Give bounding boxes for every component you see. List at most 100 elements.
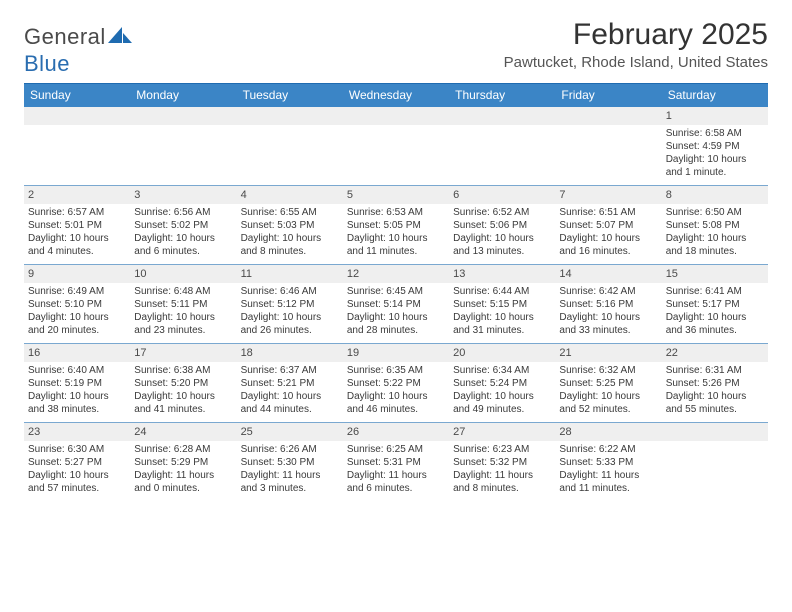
day-number: 16 [24,344,130,362]
day-cell: 14Sunrise: 6:42 AMSunset: 5:16 PMDayligh… [555,265,661,343]
day-info-line: Sunset: 5:15 PM [453,298,551,311]
day-number: 8 [662,186,768,204]
day-number: 2 [24,186,130,204]
day-cell: 13Sunrise: 6:44 AMSunset: 5:15 PMDayligh… [449,265,555,343]
day-body [343,127,449,131]
day-info-line: Daylight: 10 hours and 41 minutes. [134,390,232,416]
day-body [449,127,555,131]
day-number: 20 [449,344,555,362]
day-number: 19 [343,344,449,362]
day-info-line: Daylight: 10 hours and 11 minutes. [347,232,445,258]
day-of-week-cell: Saturday [662,84,768,107]
day-body: Sunrise: 6:41 AMSunset: 5:17 PMDaylight:… [662,285,768,341]
day-info-line: Daylight: 10 hours and 23 minutes. [134,311,232,337]
day-number: 28 [555,423,661,441]
day-info-line: Daylight: 10 hours and 52 minutes. [559,390,657,416]
day-info-line: Sunrise: 6:57 AM [28,206,126,219]
day-info-line: Sunrise: 6:58 AM [666,127,764,140]
day-info-line: Sunrise: 6:41 AM [666,285,764,298]
day-info-line: Daylight: 10 hours and 1 minute. [666,153,764,179]
day-body: Sunrise: 6:50 AMSunset: 5:08 PMDaylight:… [662,206,768,262]
title-block: February 2025 Pawtucket, Rhode Island, U… [504,18,768,71]
day-info-line: Sunrise: 6:45 AM [347,285,445,298]
day-info-line: Sunset: 5:24 PM [453,377,551,390]
day-info-line: Sunrise: 6:50 AM [666,206,764,219]
day-info-line: Sunset: 5:19 PM [28,377,126,390]
day-info-line: Sunrise: 6:51 AM [559,206,657,219]
day-cell: 12Sunrise: 6:45 AMSunset: 5:14 PMDayligh… [343,265,449,343]
day-info-line: Sunset: 5:21 PM [241,377,339,390]
day-info-line: Sunset: 5:10 PM [28,298,126,311]
day-info-line: Sunrise: 6:40 AM [28,364,126,377]
week-row: 9 Sunrise: 6:49 AMSunset: 5:10 PMDaylight… [24,265,768,344]
day-cell: 19Sunrise: 6:35 AMSunset: 5:22 PMDayligh… [343,344,449,422]
day-number [343,107,449,125]
day-number: 24 [130,423,236,441]
day-info-line: Sunset: 5:05 PM [347,219,445,232]
day-info-line: Sunset: 5:33 PM [559,456,657,469]
day-body: Sunrise: 6:49 AMSunset: 5:10 PMDaylight:… [24,285,130,341]
day-body [237,127,343,131]
day-number: 5 [343,186,449,204]
day-info-line: Daylight: 10 hours and 8 minutes. [241,232,339,258]
day-cell: 9 Sunrise: 6:49 AMSunset: 5:10 PMDaylight… [24,265,130,343]
day-info-line: Sunrise: 6:53 AM [347,206,445,219]
day-info-line: Daylight: 10 hours and 55 minutes. [666,390,764,416]
day-body: Sunrise: 6:40 AMSunset: 5:19 PMDaylight:… [24,364,130,420]
day-cell [237,107,343,185]
day-info-line: Sunset: 5:06 PM [453,219,551,232]
day-info-line: Daylight: 10 hours and 26 minutes. [241,311,339,337]
day-info-line: Sunset: 5:29 PM [134,456,232,469]
day-cell [449,107,555,185]
day-body: Sunrise: 6:42 AMSunset: 5:16 PMDaylight:… [555,285,661,341]
day-info-line: Daylight: 11 hours and 11 minutes. [559,469,657,495]
day-info-line: Sunrise: 6:23 AM [453,443,551,456]
day-number: 17 [130,344,236,362]
day-number: 15 [662,265,768,283]
day-number [130,107,236,125]
day-info-line: Sunset: 5:01 PM [28,219,126,232]
day-cell [24,107,130,185]
day-of-week-cell: Friday [555,84,661,107]
calendar: SundayMondayTuesdayWednesdayThursdayFrid… [24,83,768,501]
day-number: 7 [555,186,661,204]
day-body: Sunrise: 6:38 AMSunset: 5:20 PMDaylight:… [130,364,236,420]
day-info-line: Daylight: 10 hours and 36 minutes. [666,311,764,337]
day-info-line: Sunset: 5:31 PM [347,456,445,469]
day-cell: 2 Sunrise: 6:57 AMSunset: 5:01 PMDaylight… [24,186,130,264]
week-row: 1Sunrise: 6:58 AMSunset: 4:59 PMDaylight… [24,107,768,186]
logo-sail-icon [108,25,134,51]
day-info-line: Sunset: 5:30 PM [241,456,339,469]
day-info-line: Sunset: 5:26 PM [666,377,764,390]
day-cell: 1Sunrise: 6:58 AMSunset: 4:59 PMDaylight… [662,107,768,185]
day-info-line: Sunrise: 6:56 AM [134,206,232,219]
day-number: 27 [449,423,555,441]
day-of-week-cell: Sunday [24,84,130,107]
day-body: Sunrise: 6:51 AMSunset: 5:07 PMDaylight:… [555,206,661,262]
day-cell: 28Sunrise: 6:22 AMSunset: 5:33 PMDayligh… [555,423,661,501]
day-info-line: Daylight: 10 hours and 33 minutes. [559,311,657,337]
day-body: Sunrise: 6:31 AMSunset: 5:26 PMDaylight:… [662,364,768,420]
day-info-line: Daylight: 10 hours and 18 minutes. [666,232,764,258]
day-info-line: Sunrise: 6:31 AM [666,364,764,377]
day-info-line: Daylight: 10 hours and 4 minutes. [28,232,126,258]
day-cell: 6Sunrise: 6:52 AMSunset: 5:06 PMDaylight… [449,186,555,264]
logo-word2: Blue [24,51,70,76]
day-info-line: Sunset: 5:16 PM [559,298,657,311]
day-number: 9 [24,265,130,283]
day-info-line: Daylight: 11 hours and 3 minutes. [241,469,339,495]
day-number: 3 [130,186,236,204]
day-number: 11 [237,265,343,283]
day-info-line: Sunset: 5:25 PM [559,377,657,390]
day-info-line: Sunset: 5:02 PM [134,219,232,232]
day-cell: 5 Sunrise: 6:53 AMSunset: 5:05 PMDaylight… [343,186,449,264]
day-cell: 23Sunrise: 6:30 AMSunset: 5:27 PMDayligh… [24,423,130,501]
day-info-line: Sunset: 5:17 PM [666,298,764,311]
day-cell: 16 Sunrise: 6:40 AMSunset: 5:19 PMDayligh… [24,344,130,422]
day-info-line: Daylight: 10 hours and 13 minutes. [453,232,551,258]
day-info-line: Sunrise: 6:30 AM [28,443,126,456]
day-info-line: Sunset: 5:11 PM [134,298,232,311]
day-cell: 8 Sunrise: 6:50 AMSunset: 5:08 PMDaylight… [662,186,768,264]
day-info-line: Sunset: 5:12 PM [241,298,339,311]
day-number: 4 [237,186,343,204]
